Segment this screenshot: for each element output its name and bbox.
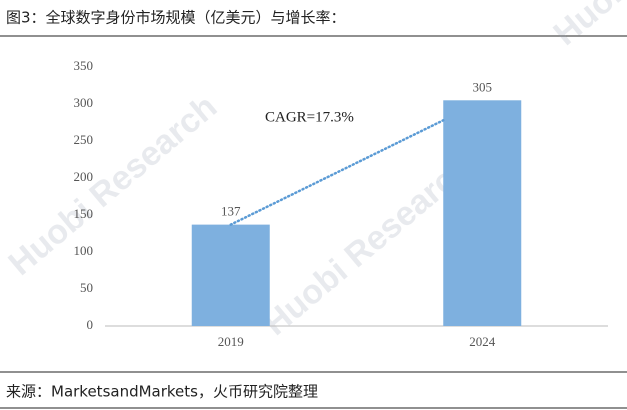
source: 来源：MarketsandMarkets，火币研究院整理 <box>6 383 318 401</box>
annotation: CAGR=17.3% <box>265 109 354 125</box>
y-tick-label: 300 <box>74 95 94 110</box>
x-tick-label: 2019 <box>218 334 244 349</box>
y-tick-label: 150 <box>74 206 94 221</box>
x-tick-label: 2024 <box>469 334 496 349</box>
value-label: 305 <box>473 79 493 94</box>
y-tick-label: 250 <box>74 132 94 147</box>
chart-title: 图3：全球数字身份市场规模（亿美元）与增长率： <box>6 9 346 27</box>
y-tick-label: 50 <box>80 280 93 295</box>
bar <box>443 100 522 326</box>
y-tick-label: 0 <box>87 317 94 332</box>
watermark: Huobi Research <box>546 0 627 53</box>
y-tick-label: 100 <box>74 243 94 258</box>
value-label: 137 <box>221 204 241 219</box>
watermark: Huobi Research <box>1 88 224 284</box>
bar <box>191 224 270 326</box>
y-tick-label: 200 <box>74 169 94 184</box>
y-tick-label: 350 <box>74 58 94 73</box>
trend-line <box>229 119 445 226</box>
